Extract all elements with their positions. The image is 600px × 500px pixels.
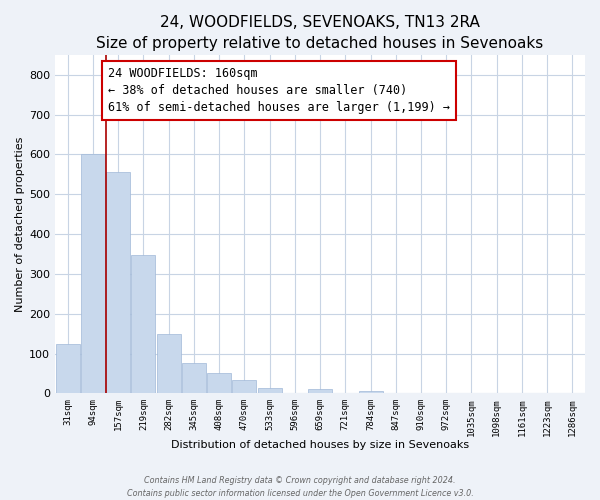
Text: Contains HM Land Registry data © Crown copyright and database right 2024.
Contai: Contains HM Land Registry data © Crown c… bbox=[127, 476, 473, 498]
Bar bbox=[157, 334, 181, 394]
Bar bbox=[56, 344, 80, 394]
Text: 24 WOODFIELDS: 160sqm
← 38% of detached houses are smaller (740)
61% of semi-det: 24 WOODFIELDS: 160sqm ← 38% of detached … bbox=[108, 67, 450, 114]
Bar bbox=[207, 374, 231, 394]
Bar bbox=[81, 154, 105, 394]
Y-axis label: Number of detached properties: Number of detached properties bbox=[15, 136, 25, 312]
Bar bbox=[359, 392, 383, 394]
X-axis label: Distribution of detached houses by size in Sevenoaks: Distribution of detached houses by size … bbox=[171, 440, 469, 450]
Title: 24, WOODFIELDS, SEVENOAKS, TN13 2RA
Size of property relative to detached houses: 24, WOODFIELDS, SEVENOAKS, TN13 2RA Size… bbox=[97, 15, 544, 51]
Bar bbox=[308, 390, 332, 394]
Bar bbox=[106, 172, 130, 394]
Bar bbox=[257, 388, 281, 394]
Bar bbox=[232, 380, 256, 394]
Bar bbox=[131, 255, 155, 394]
Bar bbox=[182, 364, 206, 394]
